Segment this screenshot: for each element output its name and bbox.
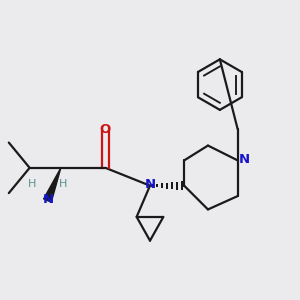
Text: N: N — [145, 178, 156, 191]
Text: H: H — [28, 179, 36, 189]
Text: H: H — [59, 179, 67, 189]
Text: N: N — [43, 194, 54, 206]
Polygon shape — [44, 168, 61, 202]
Text: O: O — [100, 123, 111, 136]
Text: N: N — [239, 153, 250, 166]
